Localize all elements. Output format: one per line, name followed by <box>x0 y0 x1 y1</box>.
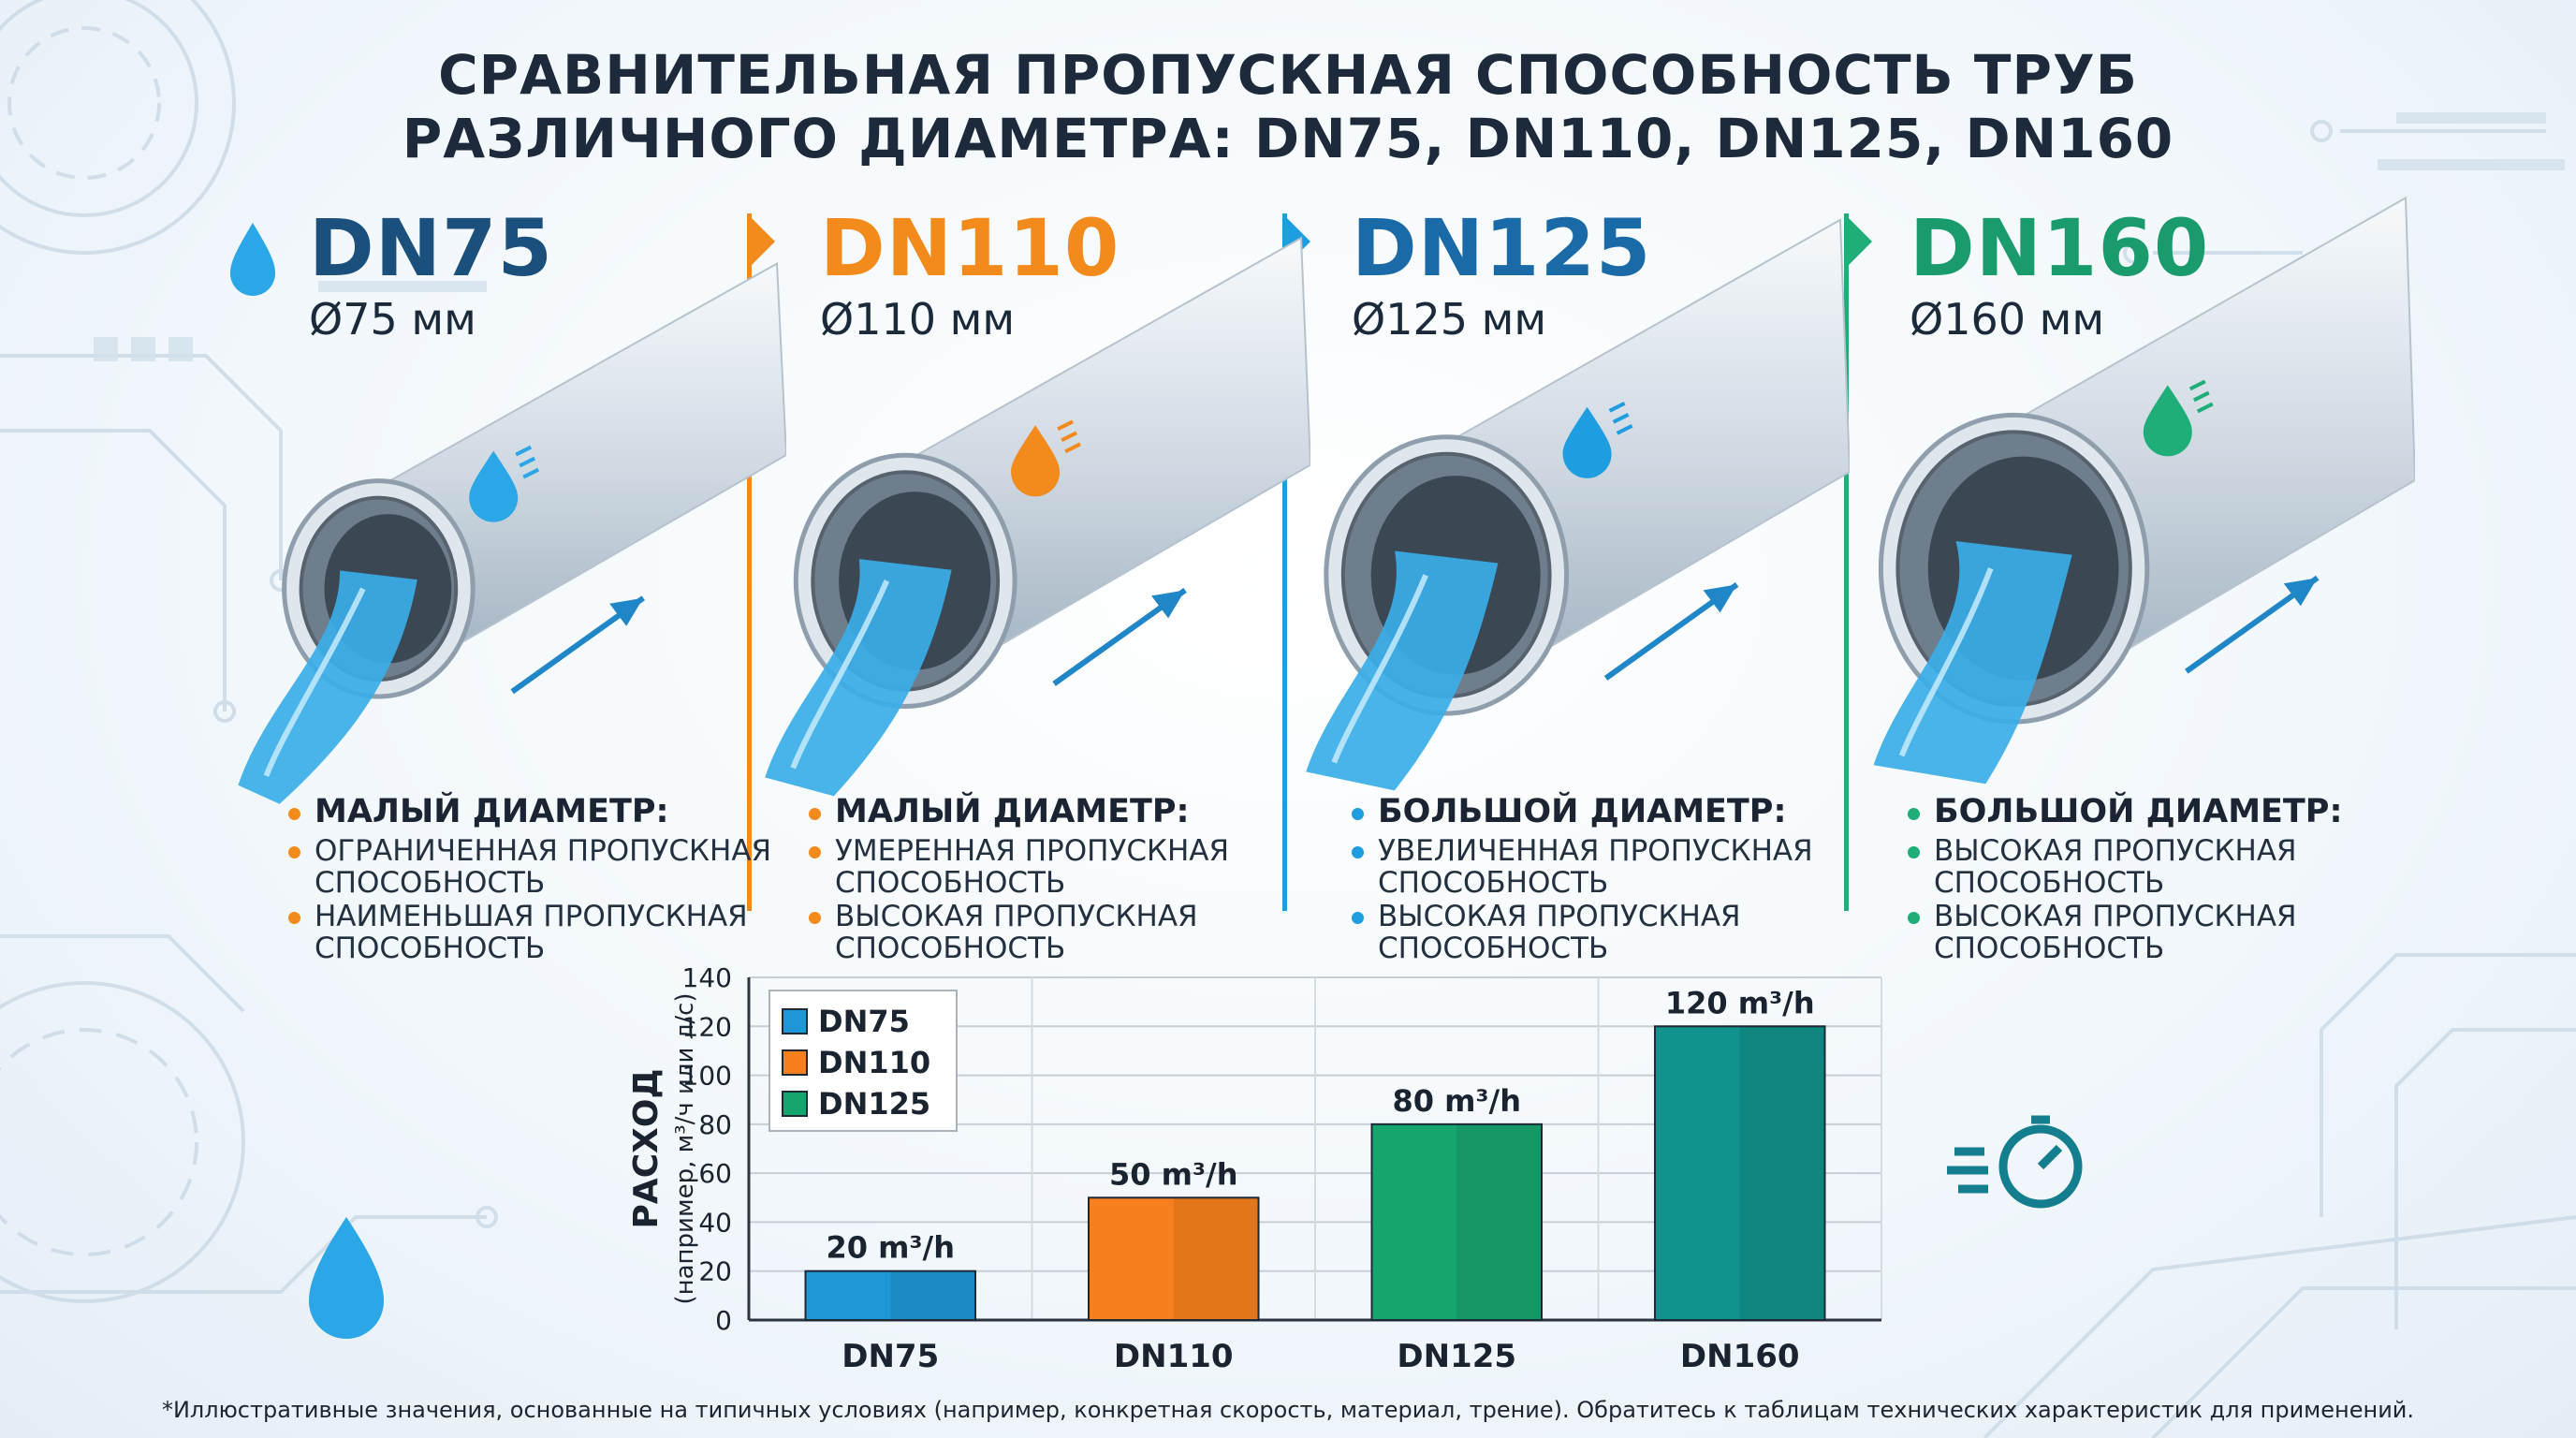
bullet-list: БОЛЬШОЙ ДИАМЕТР: ВЫСОКАЯ ПРОПУСКНАЯ СПОС… <box>1904 796 2415 964</box>
bullet-list: МАЛЫЙ ДИАМЕТР: ОГРАНИЧЕННАЯ ПРОПУСКНАЯ С… <box>285 796 786 964</box>
y-tick-label: 80 <box>698 1109 732 1140</box>
marker-green <box>1844 213 1872 270</box>
pipe-illustration-dn75 <box>230 223 786 804</box>
panel-dn110: DN110 Ø110 мм МАЛЫЙ ДИАМЕТР: УМЕРЕННАЯ П… <box>749 197 1310 974</box>
bullet-item: ОГРАНИЧЕННАЯ ПРОПУСКНАЯ СПОСОБНОСТЬ <box>285 835 786 899</box>
stopwatch-icon <box>1947 1115 2083 1209</box>
y-tick-label: 40 <box>698 1207 732 1238</box>
bullet-item: НАИМЕНЬШАЯ ПРОПУСКНАЯ СПОСОБНОСТЬ <box>285 901 786 964</box>
data-label: 20 m³/h <box>827 1230 956 1266</box>
bar-dn75 <box>804 1269 976 1322</box>
legend-swatch <box>782 1008 808 1034</box>
pipe-illustration-dn110 <box>765 236 1310 797</box>
bar-dn125 <box>1370 1123 1543 1321</box>
dn-label: DN125 <box>1352 202 1652 294</box>
panel-dn125: DN125 Ø125 мм БОЛЬШОЙ ДИАМЕТР: УВЕЛИЧЕНН… <box>1288 197 1850 974</box>
data-label: 80 m³/h <box>1393 1083 1522 1119</box>
dn-label: DN160 <box>1910 202 2210 294</box>
y-tick-label: 100 <box>682 1061 732 1092</box>
legend-swatch <box>782 1091 808 1117</box>
data-label: 50 m³/h <box>1109 1156 1238 1192</box>
bar-shade <box>890 1271 974 1319</box>
y-tick-label: 140 <box>682 964 732 993</box>
legend-label: DN125 <box>818 1086 930 1122</box>
bullet-item: УМЕРЕННАЯ ПРОПУСКНАЯ СПОСОБНОСТЬ <box>805 835 1310 899</box>
bullet-heading: БОЛЬШОЙ ДИАМЕТР: <box>1904 796 2415 829</box>
pipe-illustration-dn125 <box>1306 218 1850 791</box>
bullet-item: ВЫСОКАЯ ПРОПУСКНАЯ СПОСОБНОСТЬ <box>1348 901 1850 964</box>
bullet-item: УВЕЛИЧЕННАЯ ПРОПУСКНАЯ СПОСОБНОСТЬ <box>1348 835 1850 899</box>
panel-dn75: DN75 Ø75 мм МАЛЫЙ ДИАМЕТР: ОГРАНИЧЕННАЯ … <box>225 197 786 974</box>
title-line-1: СРАВНИТЕЛЬНАЯ ПРОПУСКНАЯ СПОСОБНОСТЬ ТРУ… <box>438 43 2138 107</box>
bar-dn110 <box>1088 1196 1260 1321</box>
diameter-label: Ø125 мм <box>1352 294 1547 345</box>
water-drop-icon <box>309 1217 384 1339</box>
x-tick-label: DN75 <box>842 1338 939 1375</box>
bar-dn160 <box>1654 1025 1826 1322</box>
bullet-item: ВЫСОКАЯ ПРОПУСКНАЯ СПОСОБНОСТЬ <box>805 901 1310 964</box>
bullet-heading: МАЛЫЙ ДИАМЕТР: <box>285 796 786 829</box>
orange-drop-icon <box>1011 425 1061 497</box>
bullet-heading: МАЛЫЙ ДИАМЕТР: <box>805 796 1310 829</box>
y-tick-label: 60 <box>698 1158 732 1189</box>
pipe-illustration-dn160 <box>1873 197 2415 785</box>
x-tick-label: DN110 <box>1114 1338 1234 1375</box>
bullet-list: БОЛЬШОЙ ДИАМЕТР: УВЕЛИЧЕННАЯ ПРОПУСКНАЯ … <box>1348 796 1850 964</box>
bar-shade <box>1456 1124 1541 1319</box>
bullet-heading: БОЛЬШОЙ ДИАМЕТР: <box>1348 796 1850 829</box>
y-axis-label: РАСХОД <box>627 1068 666 1228</box>
dn-label: DN75 <box>309 202 553 294</box>
legend-label: DN75 <box>818 1004 910 1039</box>
y-tick-label: 0 <box>715 1305 732 1336</box>
dn-label: DN110 <box>820 202 1120 294</box>
water-drop-icon <box>469 450 519 522</box>
legend-label: DN110 <box>818 1045 930 1080</box>
separator-green <box>1844 213 1849 911</box>
bullet-list: МАЛЫЙ ДИАМЕТР: УМЕРЕННАЯ ПРОПУСКНАЯ СПОС… <box>805 796 1310 964</box>
panel-dn160: DN160 Ø160 мм БОЛЬШОЙ ДИАМЕТР: ВЫСОКАЯ П… <box>1853 197 2415 974</box>
y-axis-sublabel: (например, м³/ч или л/с) <box>671 992 699 1304</box>
bar-shade <box>1739 1027 1824 1319</box>
legend-swatch <box>782 1049 808 1076</box>
bar-shade <box>1173 1198 1258 1319</box>
x-tick-label: DN125 <box>1397 1338 1516 1375</box>
marker-orange <box>747 213 775 270</box>
y-tick-label: 20 <box>698 1256 732 1287</box>
legend: DN75 DN110 DN125 <box>768 990 958 1132</box>
separator-orange <box>747 213 752 911</box>
x-tick-label: DN160 <box>1680 1338 1800 1375</box>
bullet-item: ВЫСОКАЯ ПРОПУСКНАЯ СПОСОБНОСТЬ <box>1904 901 2415 964</box>
title-line-2: РАЗЛИЧНОГО ДИАМЕТРА: DN75, DN110, DN125,… <box>402 107 2174 170</box>
speed-drop-icon <box>2143 385 2192 457</box>
diameter-label: Ø110 мм <box>820 294 1016 345</box>
blue-drop-icon <box>1562 406 1612 478</box>
data-label: 120 m³/h <box>1665 985 1815 1020</box>
footnote: *Иллюстративные значения, основанные на … <box>161 1397 2415 1423</box>
bullet-item: ВЫСОКАЯ ПРОПУСКНАЯ СПОСОБНОСТЬ <box>1904 835 2415 899</box>
diameter-label: Ø75 мм <box>309 294 476 345</box>
separator-blue <box>1282 213 1287 911</box>
title-drop-icon <box>230 223 275 296</box>
diameter-label: Ø160 мм <box>1910 294 2105 345</box>
flow-bar-chart: 0 20 40 60 80 100 120 140 20 m³/h DN75 50 m³/h DN11… <box>627 964 1882 1375</box>
y-tick-label: 120 <box>682 1011 732 1042</box>
